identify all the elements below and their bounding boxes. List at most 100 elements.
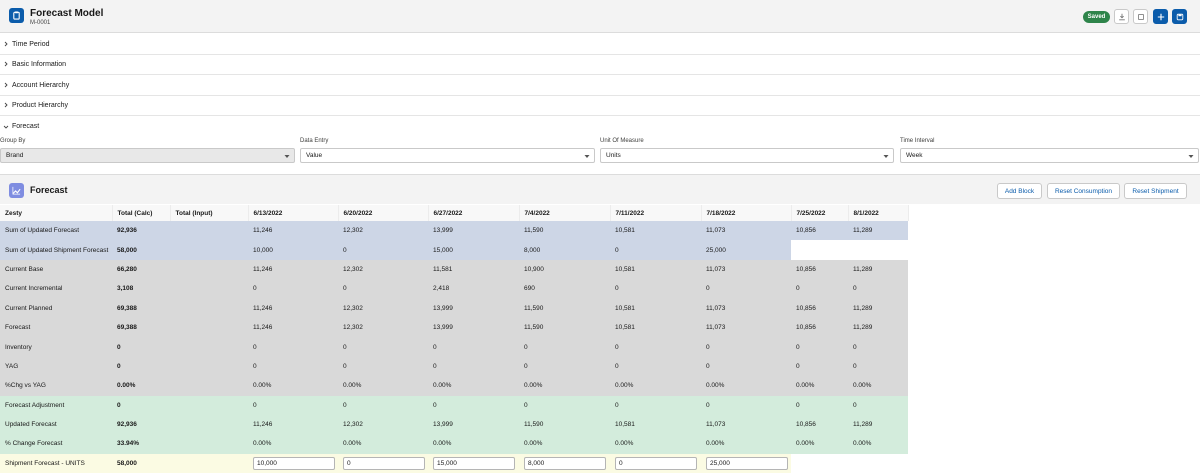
week-cell: 11,289 bbox=[848, 298, 908, 318]
shipment-input[interactable]: 0 bbox=[343, 456, 425, 470]
chevron-right-icon bbox=[0, 41, 12, 47]
week-cell: 0 bbox=[848, 395, 908, 415]
section-time-period[interactable]: Time Period bbox=[0, 34, 1200, 55]
week-cell: 13,999 bbox=[428, 298, 519, 318]
total-input-cell bbox=[170, 414, 248, 435]
week-cell: 15,000 bbox=[428, 453, 519, 474]
time-interval-select[interactable]: Week bbox=[900, 148, 1199, 163]
shipment-input[interactable]: 0 bbox=[615, 456, 697, 470]
table-row: Sum of Updated Shipment Forecast 58,000 10… bbox=[0, 240, 908, 260]
total-calc-cell: 0 bbox=[112, 337, 170, 357]
total-input-cell bbox=[170, 337, 248, 357]
total-calc-cell: 66,280 bbox=[112, 259, 170, 280]
total-calc-cell: 58,000 bbox=[112, 453, 170, 474]
week-cell: 0 bbox=[428, 395, 519, 415]
row-label: Inventory bbox=[0, 337, 112, 357]
shipment-input[interactable]: 15,000 bbox=[433, 456, 515, 470]
week-cell: 11,590 bbox=[519, 298, 610, 318]
week-cell: 0 bbox=[701, 279, 791, 299]
total-input-cell bbox=[170, 395, 248, 415]
week-cell: 0 bbox=[338, 279, 428, 299]
section-account-hierarchy[interactable]: Account Hierarchy bbox=[0, 75, 1200, 96]
table-row: %Chg vs YAG 0.00% 0.00% 0.00% 0.00% 0.00% 0.00… bbox=[0, 376, 908, 396]
row-label: Current Base bbox=[0, 259, 112, 280]
row-label: Forecast Adjustment bbox=[0, 395, 112, 415]
week-cell: 0 bbox=[701, 356, 791, 377]
column-header: 6/27/2022 bbox=[428, 205, 520, 221]
week-cell: 0 bbox=[848, 356, 908, 377]
week-cell: 13,999 bbox=[428, 414, 519, 435]
week-cell: 11,073 bbox=[701, 317, 791, 338]
total-calc-cell: 0.00% bbox=[112, 376, 170, 396]
week-cell: 0 bbox=[791, 356, 848, 377]
shipment-input[interactable]: 25,000 bbox=[706, 456, 788, 470]
section-basic-information[interactable]: Basic Information bbox=[0, 54, 1200, 75]
column-header: Total (Input) bbox=[170, 205, 249, 221]
reset-consumption-button[interactable]: Reset Consumption bbox=[1047, 183, 1120, 199]
shipment-input[interactable]: 10,000 bbox=[253, 456, 335, 470]
group-by-filter: Group By Brand bbox=[0, 138, 295, 163]
copy-icon bbox=[1137, 13, 1144, 20]
week-cell: 8,000 bbox=[519, 453, 610, 474]
group-by-value: Brand bbox=[6, 152, 24, 159]
add-block-button[interactable]: Add Block bbox=[997, 183, 1042, 199]
week-cell: 11,073 bbox=[701, 414, 791, 435]
week-cell: 11,246 bbox=[248, 221, 338, 241]
week-cell: 11,246 bbox=[248, 317, 338, 338]
group-by-select[interactable]: Brand bbox=[0, 148, 295, 163]
total-calc-cell: 69,388 bbox=[112, 317, 170, 338]
week-cell: 0 bbox=[338, 453, 428, 474]
week-cell: 0 bbox=[848, 279, 908, 299]
row-label: YAG bbox=[0, 356, 112, 377]
week-cell: 15,000 bbox=[428, 240, 519, 260]
week-cell: 0.00% bbox=[791, 434, 848, 454]
table-header-row: Zesty Total (Calc) Total (Input) 6/13/2022 6… bbox=[0, 205, 909, 221]
total-input-cell bbox=[170, 317, 248, 338]
week-cell: 0 bbox=[248, 395, 338, 415]
week-cell: 0.00% bbox=[610, 376, 701, 396]
week-cell: 0 bbox=[610, 453, 701, 474]
week-cell: 10,856 bbox=[791, 298, 848, 318]
row-label: Current Incremental bbox=[0, 279, 112, 299]
column-header: 7/18/2022 bbox=[701, 205, 792, 221]
time-interval-filter: Time Interval Week bbox=[900, 138, 1199, 163]
chevron-right-icon bbox=[0, 102, 12, 108]
time-interval-label: Time Interval bbox=[900, 138, 935, 144]
total-calc-cell: 69,388 bbox=[112, 298, 170, 318]
data-entry-select[interactable]: Value bbox=[300, 148, 595, 163]
reset-shipment-button[interactable]: Reset Shipment bbox=[1124, 183, 1187, 199]
add-button[interactable] bbox=[1153, 9, 1168, 24]
save-button[interactable] bbox=[1172, 9, 1187, 24]
week-cell: 0 bbox=[610, 356, 701, 377]
week-cell: 13,999 bbox=[428, 221, 519, 241]
week-cell: 0 bbox=[248, 279, 338, 299]
download-button[interactable] bbox=[1114, 9, 1129, 24]
section-label: Account Hierarchy bbox=[12, 81, 70, 89]
shipment-input[interactable]: 8,000 bbox=[524, 456, 606, 470]
total-input-cell bbox=[170, 259, 248, 280]
week-cell: 0.00% bbox=[338, 434, 428, 454]
week-cell: 0 bbox=[791, 337, 848, 357]
week-cell: 10,856 bbox=[791, 259, 848, 280]
total-input-cell bbox=[170, 298, 248, 318]
page-title: Forecast Model bbox=[30, 8, 104, 19]
total-input-cell bbox=[170, 356, 248, 377]
unit-of-measure-select[interactable]: Units bbox=[600, 148, 894, 163]
chevron-right-icon bbox=[0, 61, 12, 67]
week-cell bbox=[848, 240, 908, 260]
data-entry-label: Data Entry bbox=[300, 138, 329, 144]
week-cell: 0.00% bbox=[701, 434, 791, 454]
row-label: Shipment Forecast - UNITS bbox=[0, 453, 112, 474]
section-product-hierarchy[interactable]: Product Hierarchy bbox=[0, 95, 1200, 116]
column-header: Total (Calc) bbox=[112, 205, 171, 221]
forecast-card-header: Forecast Add Block Reset Consumption Res… bbox=[0, 174, 1200, 204]
week-cell: 11,581 bbox=[428, 259, 519, 280]
status-badge: Saved bbox=[1083, 11, 1110, 23]
total-input-cell bbox=[170, 240, 248, 260]
column-header: 6/13/2022 bbox=[248, 205, 339, 221]
copy-button[interactable] bbox=[1133, 9, 1148, 24]
week-cell: 10,856 bbox=[791, 317, 848, 338]
unit-of-measure-filter: Unit Of Measure Units bbox=[600, 138, 894, 163]
section-forecast[interactable]: Forecast bbox=[0, 116, 1200, 137]
week-cell: 10,000 bbox=[248, 453, 338, 474]
